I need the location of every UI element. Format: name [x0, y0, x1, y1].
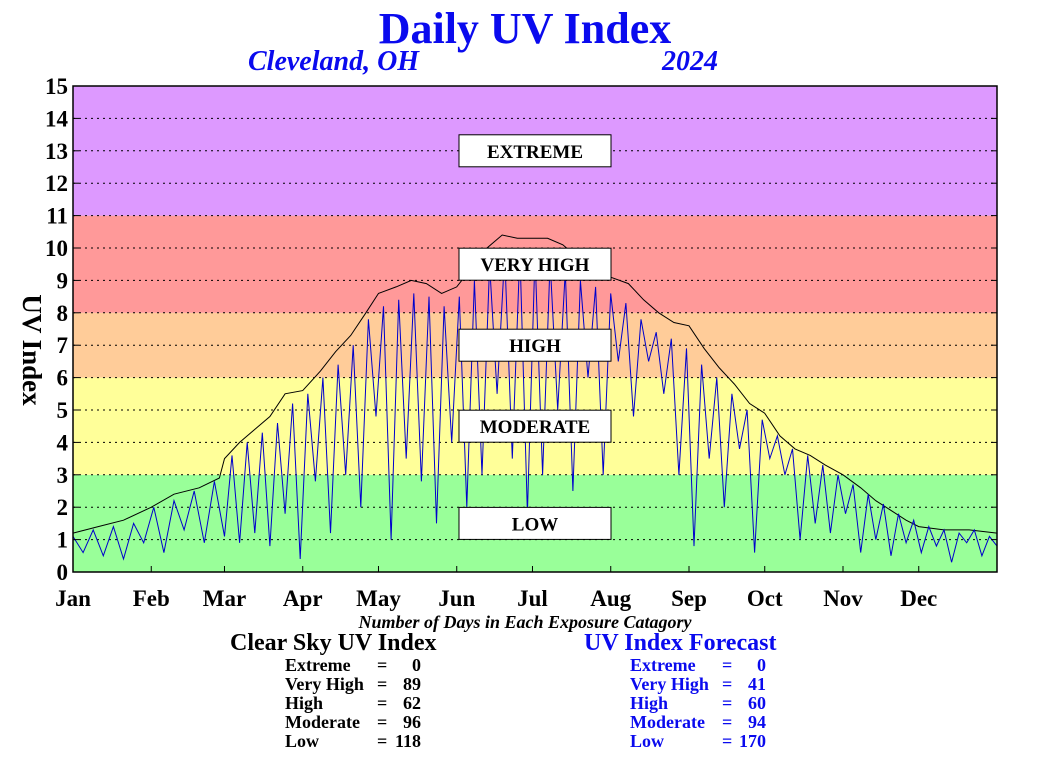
band-label: EXTREME [458, 134, 612, 168]
days-caption: Number of Days in Each Exposure Catagory [358, 612, 692, 632]
stat-row-moderate: Moderate = 96 [285, 713, 436, 732]
chart-title: Daily UV Index [378, 4, 672, 53]
month-label: Jul [517, 586, 548, 611]
stat-name: Extreme [285, 655, 351, 675]
y-tick-label: 12 [45, 171, 68, 196]
band-label-box [458, 247, 612, 281]
stat-eq: = [722, 674, 733, 694]
stat-eq: = [377, 674, 388, 694]
y-tick-label: 1 [57, 528, 69, 553]
month-label: May [356, 586, 401, 611]
stat-row-moderate: Moderate = 94 [630, 713, 776, 732]
clear-sky-stats: Clear Sky UV Index Extreme = 0 Very High… [230, 630, 436, 751]
month-label: Oct [747, 586, 783, 611]
month-label: Aug [590, 586, 631, 611]
stat-eq: = [377, 712, 388, 732]
y-tick-label: 13 [45, 139, 68, 164]
plot-frame [72, 85, 998, 573]
band-label-box [458, 328, 612, 362]
clear-sky-line [72, 234, 998, 534]
chart-location: Cleveland, OH [248, 46, 420, 77]
stat-eq: = [377, 693, 388, 713]
y-tick-label: 9 [57, 268, 69, 293]
month-label: Dec [900, 586, 937, 611]
stat-value: 96 [403, 712, 421, 732]
month-label: Nov [823, 586, 863, 611]
stat-value: 0 [757, 655, 766, 675]
band-label: MODERATE [458, 409, 612, 443]
month-label: Jan [55, 586, 91, 611]
stat-eq: = [722, 693, 733, 713]
stat-name: Low [285, 731, 320, 751]
forecast-title: UV Index Forecast [584, 630, 777, 656]
stat-name: High [285, 693, 324, 713]
stat-name: Very High [630, 674, 709, 694]
y-tick-label: 0 [57, 560, 69, 585]
month-label: Mar [203, 586, 246, 611]
forecast-stats: UV Index Forecast Extreme = 0 Very High … [584, 630, 776, 751]
stat-row-low: Low = 118 [285, 732, 436, 751]
stat-name: Very High [285, 674, 364, 694]
month-label: Apr [283, 586, 323, 611]
band-label-text: EXTREME [487, 142, 583, 163]
band-label-text: VERY HIGH [481, 255, 590, 276]
stat-value: 118 [394, 731, 421, 751]
band-label-box [458, 506, 612, 540]
band-labels: LOW MODERATE HIGH VERY HIGH EXTREME [458, 134, 612, 540]
stat-eq: = [722, 655, 733, 675]
y-tick-label: 3 [57, 463, 69, 488]
forecast-rows: Extreme = 0 Very High = 41 High = 60 Mod… [630, 656, 776, 751]
stat-value: 89 [403, 674, 421, 694]
band-label: VERY HIGH [458, 247, 612, 281]
band-label-text: HIGH [509, 336, 561, 357]
stat-value: 0 [412, 655, 421, 675]
stat-eq: = [377, 731, 388, 751]
band-label-text: LOW [512, 514, 558, 535]
band-label-box [458, 134, 612, 168]
stat-eq: = [722, 731, 733, 751]
stat-row-extreme: Extreme = 0 [285, 656, 436, 675]
y-tick-label: 4 [57, 430, 69, 455]
y-tick-label: 7 [57, 333, 69, 358]
band-label-text: MODERATE [480, 417, 590, 438]
stat-row-extreme: Extreme = 0 [630, 656, 776, 675]
clear-sky-title: Clear Sky UV Index [230, 630, 437, 656]
stat-row-very-high: Very High = 89 [285, 675, 436, 694]
stat-row-low: Low = 170 [630, 732, 776, 751]
stat-name: High [630, 693, 669, 713]
y-tick-label: 14 [45, 106, 69, 131]
y-tick-label: 5 [57, 398, 69, 423]
y-tick-label: 8 [57, 301, 69, 326]
stat-row-high: High = 62 [285, 694, 436, 713]
band-label-box [458, 409, 612, 443]
month-label: Jun [438, 586, 475, 611]
stat-name: Low [630, 731, 665, 751]
y-tick-label: 10 [45, 236, 68, 261]
stat-name: Moderate [630, 712, 705, 732]
stat-value: 60 [748, 693, 766, 713]
stat-eq: = [377, 655, 388, 675]
stat-eq: = [722, 712, 733, 732]
y-tick-label: 2 [57, 495, 69, 520]
stat-value: 94 [748, 712, 766, 732]
band-label: HIGH [458, 328, 612, 362]
stat-name: Extreme [630, 655, 696, 675]
y-tick-label: 6 [57, 366, 69, 391]
stat-value: 62 [403, 693, 421, 713]
stat-row-high: High = 60 [630, 694, 776, 713]
stat-value: 41 [748, 674, 766, 694]
y-tick-label: 11 [46, 204, 68, 229]
clear-sky-rows: Extreme = 0 Very High = 89 High = 62 Mod… [285, 656, 436, 751]
chart-year: 2024 [662, 46, 718, 77]
y-tick-label: 15 [45, 74, 68, 99]
stat-value: 170 [739, 731, 766, 751]
stat-row-very-high: Very High = 41 [630, 675, 776, 694]
stat-name: Moderate [285, 712, 360, 732]
month-label: Sep [671, 586, 707, 611]
month-label: Feb [133, 586, 170, 611]
band-label: LOW [458, 506, 612, 540]
